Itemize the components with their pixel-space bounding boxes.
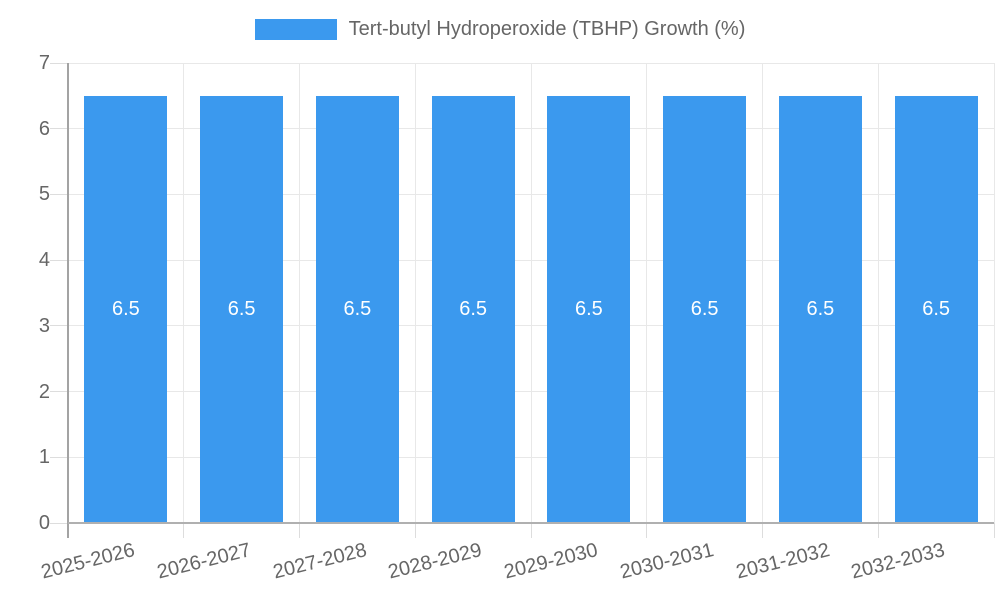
x-category-label-text: 2029-2030 (502, 539, 601, 584)
x-category-label-text: 2031-2032 (733, 539, 832, 584)
x-category-label-text: 2027-2028 (270, 539, 369, 584)
bar[interactable] (778, 95, 862, 523)
x-tick (646, 523, 648, 538)
x-tick (530, 523, 532, 538)
y-tick-label: 7 (38, 52, 50, 74)
bar[interactable] (663, 95, 747, 523)
x-category-label-text: 2032-2033 (849, 539, 948, 584)
y-tick (50, 259, 68, 261)
x-tick (183, 523, 185, 538)
y-tick (50, 391, 68, 393)
legend-swatch (254, 19, 337, 40)
y-tick (50, 128, 68, 130)
x-gridline (877, 63, 879, 523)
chart-legend: Tert-butyl Hydroperoxide (TBHP) Growth (… (0, 18, 1000, 41)
bar[interactable] (84, 95, 168, 523)
y-tick-label: 4 (38, 249, 50, 272)
bar[interactable] (431, 95, 515, 523)
x-gridline (299, 63, 300, 523)
x-tick (877, 523, 879, 538)
x-gridline (762, 63, 763, 523)
y-tick (50, 456, 68, 458)
x-axis-line (68, 522, 994, 524)
x-category-label-text: 2030-2031 (617, 539, 716, 584)
x-category-label-text: 2028-2029 (386, 539, 485, 584)
y-tick-label: 2 (38, 380, 50, 403)
bar[interactable] (547, 95, 631, 523)
plot-area: 6.5 6.5 6.5 6.5 6.5 6.5 6.5 6.5 (68, 62, 995, 523)
bar[interactable] (315, 95, 399, 523)
x-tick (993, 523, 995, 538)
y-tick (50, 522, 68, 524)
y-tick-label: 0 (38, 512, 50, 534)
y-tick-label: 6 (38, 117, 50, 140)
y-tick-label: 3 (38, 314, 50, 337)
x-gridline (646, 63, 648, 523)
x-gridline (183, 63, 185, 523)
x-tick (414, 523, 416, 538)
bar[interactable] (894, 95, 978, 523)
y-axis-line (67, 63, 69, 538)
bar[interactable] (200, 95, 284, 523)
y-tick-label: 1 (38, 446, 50, 469)
x-category-label-text: 2026-2027 (154, 539, 253, 584)
y-tick-label: 5 (38, 183, 50, 206)
x-tick (299, 523, 300, 538)
legend-item[interactable]: Tert-butyl Hydroperoxide (TBHP) Growth (… (254, 18, 746, 41)
x-gridline (993, 63, 995, 523)
legend-label: Tert-butyl Hydroperoxide (TBHP) Growth (… (348, 18, 746, 40)
x-gridline (530, 63, 532, 523)
x-gridline (414, 63, 416, 523)
y-tick (50, 325, 68, 327)
y-tick (50, 193, 68, 195)
x-tick (762, 523, 763, 538)
x-category-label-text: 2025-2026 (39, 539, 138, 584)
y-tick (50, 62, 68, 64)
